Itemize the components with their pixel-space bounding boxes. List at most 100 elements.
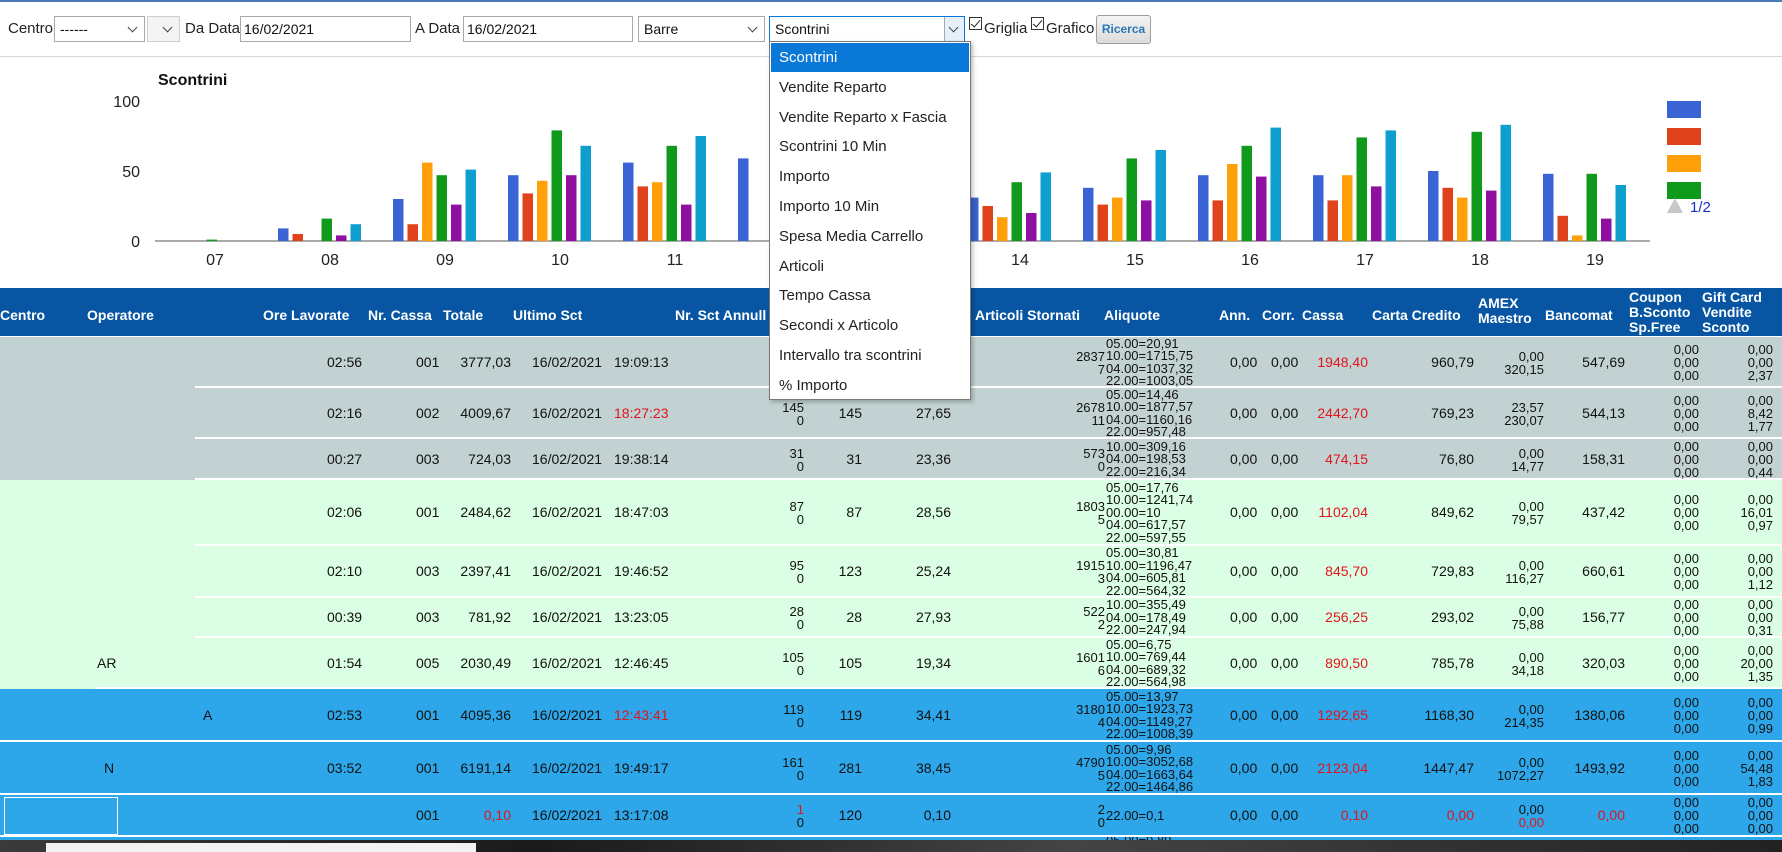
column-header[interactable]: Cassa xyxy=(1302,307,1344,323)
coupon-value: 0,00 xyxy=(1673,464,1699,480)
column-header[interactable]: Centro xyxy=(0,307,46,323)
dropdown-option[interactable]: Secondi x Articolo xyxy=(779,317,899,335)
taskbar-window[interactable] xyxy=(46,843,476,852)
column-header[interactable]: Ultimo Sct xyxy=(513,307,583,323)
dropdown-option[interactable]: Vendite Reparto x Fascia xyxy=(779,108,947,126)
nr-sct-value: 119 xyxy=(783,701,804,717)
table-row[interactable]: A 02:53 001 4095,36 16/02/2021 12:43:41 119 0 11… xyxy=(0,689,1782,742)
table-row[interactable]: 02:06 001 2484,62 16/02/2021 18:47:03 87 0 87 28… xyxy=(0,480,1782,546)
table-row[interactable]: 02:16 002 4009,67 16/02/2021 18:27:23 145 0 145… xyxy=(0,388,1782,439)
table-row[interactable]: N 03:52 001 6191,14 16/02/2021 19:49:17 161 0 28… xyxy=(0,742,1782,795)
coupon-value: 0,00 xyxy=(1673,808,1699,823)
chart-type-select[interactable]: Barre xyxy=(638,16,765,42)
ore-lavorate-cell: 00:27 xyxy=(327,450,363,467)
aliquota-line: 05.00=17,76 xyxy=(1106,479,1179,495)
dropdown-option[interactable]: Intervallo tra scontrini xyxy=(779,347,922,364)
coupon-value: 0,00 xyxy=(1673,405,1699,421)
table-row[interactable]: 00:27 003 724,03 16/02/2021 19:38:14 31 0 31 23,… xyxy=(0,439,1782,480)
nr-sct-value: 1 xyxy=(796,802,804,817)
x-tick-label: 08 xyxy=(321,252,339,269)
stornati-value: 573 xyxy=(1083,445,1105,461)
column-header[interactable]: Coupon B.Sconto Sp.Free xyxy=(1629,289,1691,335)
coupon-value: 0,00 xyxy=(1673,655,1699,671)
carta-credito-cell: 76,80 xyxy=(1438,450,1474,467)
media-articoli-cell: 27,65 xyxy=(915,404,951,421)
bar-18-series-2 xyxy=(1457,197,1468,241)
stornati-value: 1803 xyxy=(1076,499,1105,514)
centro-select[interactable]: ------ xyxy=(54,16,145,42)
column-header[interactable]: Nr. Sct Annull xyxy=(675,307,767,323)
amex-cell: 0,00 75,88 xyxy=(1511,605,1544,631)
aliquota-line: 04.00=605,81 xyxy=(1106,570,1186,585)
redacted-cell xyxy=(0,480,195,546)
column-header[interactable]: Ann. xyxy=(1219,307,1251,323)
column-header[interactable]: Ore Lavorate xyxy=(263,307,350,323)
griglia-checkbox[interactable] xyxy=(969,17,982,30)
table-row[interactable]: 02:10 003 2397,41 16/02/2021 19:46:52 95 0 123 2… xyxy=(0,546,1782,598)
coupon-value: 0,00 xyxy=(1673,438,1699,454)
column-header[interactable]: Nr. Cassa xyxy=(368,307,432,323)
coupon-value: 0,00 xyxy=(1673,354,1699,370)
stornati-value: 1915 xyxy=(1076,558,1105,573)
dropdown-option[interactable]: % Importo xyxy=(779,376,848,394)
column-header[interactable]: Articoli Stornati xyxy=(975,307,1081,323)
dropdown-option[interactable]: Vendite Reparto xyxy=(779,78,887,96)
table-row[interactable]: 00:39 003 781,92 16/02/2021 13:23:05 28 0 28 27,… xyxy=(0,598,1782,638)
column-header[interactable]: Bancomat xyxy=(1545,307,1613,323)
bar-08-series-1 xyxy=(292,234,303,241)
nr-sct-cell: 161 0 xyxy=(782,756,804,782)
corr-cell: 0,00 xyxy=(1271,807,1299,823)
column-header[interactable]: Aliquote xyxy=(1104,307,1160,323)
table-row[interactable]: 001 0,10 16/02/2021 13:17:08 1 0 120 0,10 2 0 22.0… xyxy=(0,795,1782,837)
gift-card-value: 0,00 xyxy=(1747,795,1773,810)
nr-sct-annullati-value: 0 xyxy=(796,512,804,527)
coupon-value: 0,00 xyxy=(1673,760,1699,776)
operatore-input[interactable] xyxy=(4,797,118,835)
dropdown-option[interactable]: Importo 10 Min xyxy=(779,198,880,215)
aliquote-cell: 05.00=20,91 10.00=1715,75 04.00=1037,32 22.… xyxy=(1106,337,1193,388)
sub-centro-select[interactable] xyxy=(147,16,180,42)
totale-cell: 4009,67 xyxy=(460,404,511,421)
chevron-down-icon xyxy=(944,17,964,41)
dropdown-option[interactable]: Spesa Media Carrello xyxy=(779,227,924,245)
ricerca-button[interactable]: Ricerca xyxy=(1096,15,1151,44)
bar-15-series-0 xyxy=(1083,187,1094,241)
bar-11-series-1 xyxy=(637,186,648,241)
column-header[interactable]: Corr. xyxy=(1262,307,1295,323)
dropdown-option[interactable]: Scontrini xyxy=(771,43,969,72)
gift-card-cell: 0,00 54,48 1,83 xyxy=(1740,749,1773,788)
column-header[interactable]: Gift Card Vendite Sconto xyxy=(1702,289,1762,335)
column-header[interactable]: AMEX Maestro xyxy=(1478,295,1532,326)
nr-sct-value: 28 xyxy=(789,604,804,619)
aliquota-line: 22.00=1464,86 xyxy=(1106,779,1194,794)
totale-cell: 4095,36 xyxy=(460,706,511,723)
articoli-cell: 105 xyxy=(838,654,862,671)
column-header[interactable]: Totale xyxy=(443,307,484,323)
chevron-down-icon xyxy=(744,17,764,41)
da-data-input[interactable]: 16/02/2021 xyxy=(240,16,411,42)
stornati-cell: 4790 5 xyxy=(1076,756,1105,782)
column-header[interactable]: Operatore xyxy=(87,307,154,323)
table-row[interactable]: AR 01:54 005 2030,49 16/02/2021 12:46:45 105 0 1… xyxy=(0,638,1782,689)
amex-value: 0,00 xyxy=(1518,649,1544,665)
legend-page-up-icon[interactable] xyxy=(1667,198,1683,213)
nr-sct-cell: 119 0 xyxy=(783,703,804,729)
report-select[interactable]: Scontrini xyxy=(769,16,965,42)
ultimo-sct-date-cell: 16/02/2021 xyxy=(532,807,603,823)
a-data-input[interactable]: 16/02/2021 xyxy=(463,16,633,42)
nr-cassa-cell: 003 xyxy=(416,450,440,467)
aliquota-line: 22.00=247,94 xyxy=(1106,622,1186,638)
aliquota-line: 05.00=9,96 xyxy=(1106,741,1172,757)
dropdown-option[interactable]: Tempo Cassa xyxy=(779,287,871,305)
dropdown-option[interactable]: Scontrini 10 Min xyxy=(779,138,887,156)
coupon-value: 0,00 xyxy=(1673,367,1699,383)
bar-18-series-0 xyxy=(1428,171,1439,241)
aliquota-line: 05.00=9,89 xyxy=(1106,837,1171,841)
articoli-cell: 120 xyxy=(838,807,862,823)
legend xyxy=(1667,101,1701,199)
column-header[interactable]: Carta Credito xyxy=(1372,307,1461,323)
grafico-checkbox[interactable] xyxy=(1031,17,1044,30)
dropdown-option[interactable]: Articoli xyxy=(779,257,825,275)
dropdown-option[interactable]: Importo xyxy=(779,168,830,186)
